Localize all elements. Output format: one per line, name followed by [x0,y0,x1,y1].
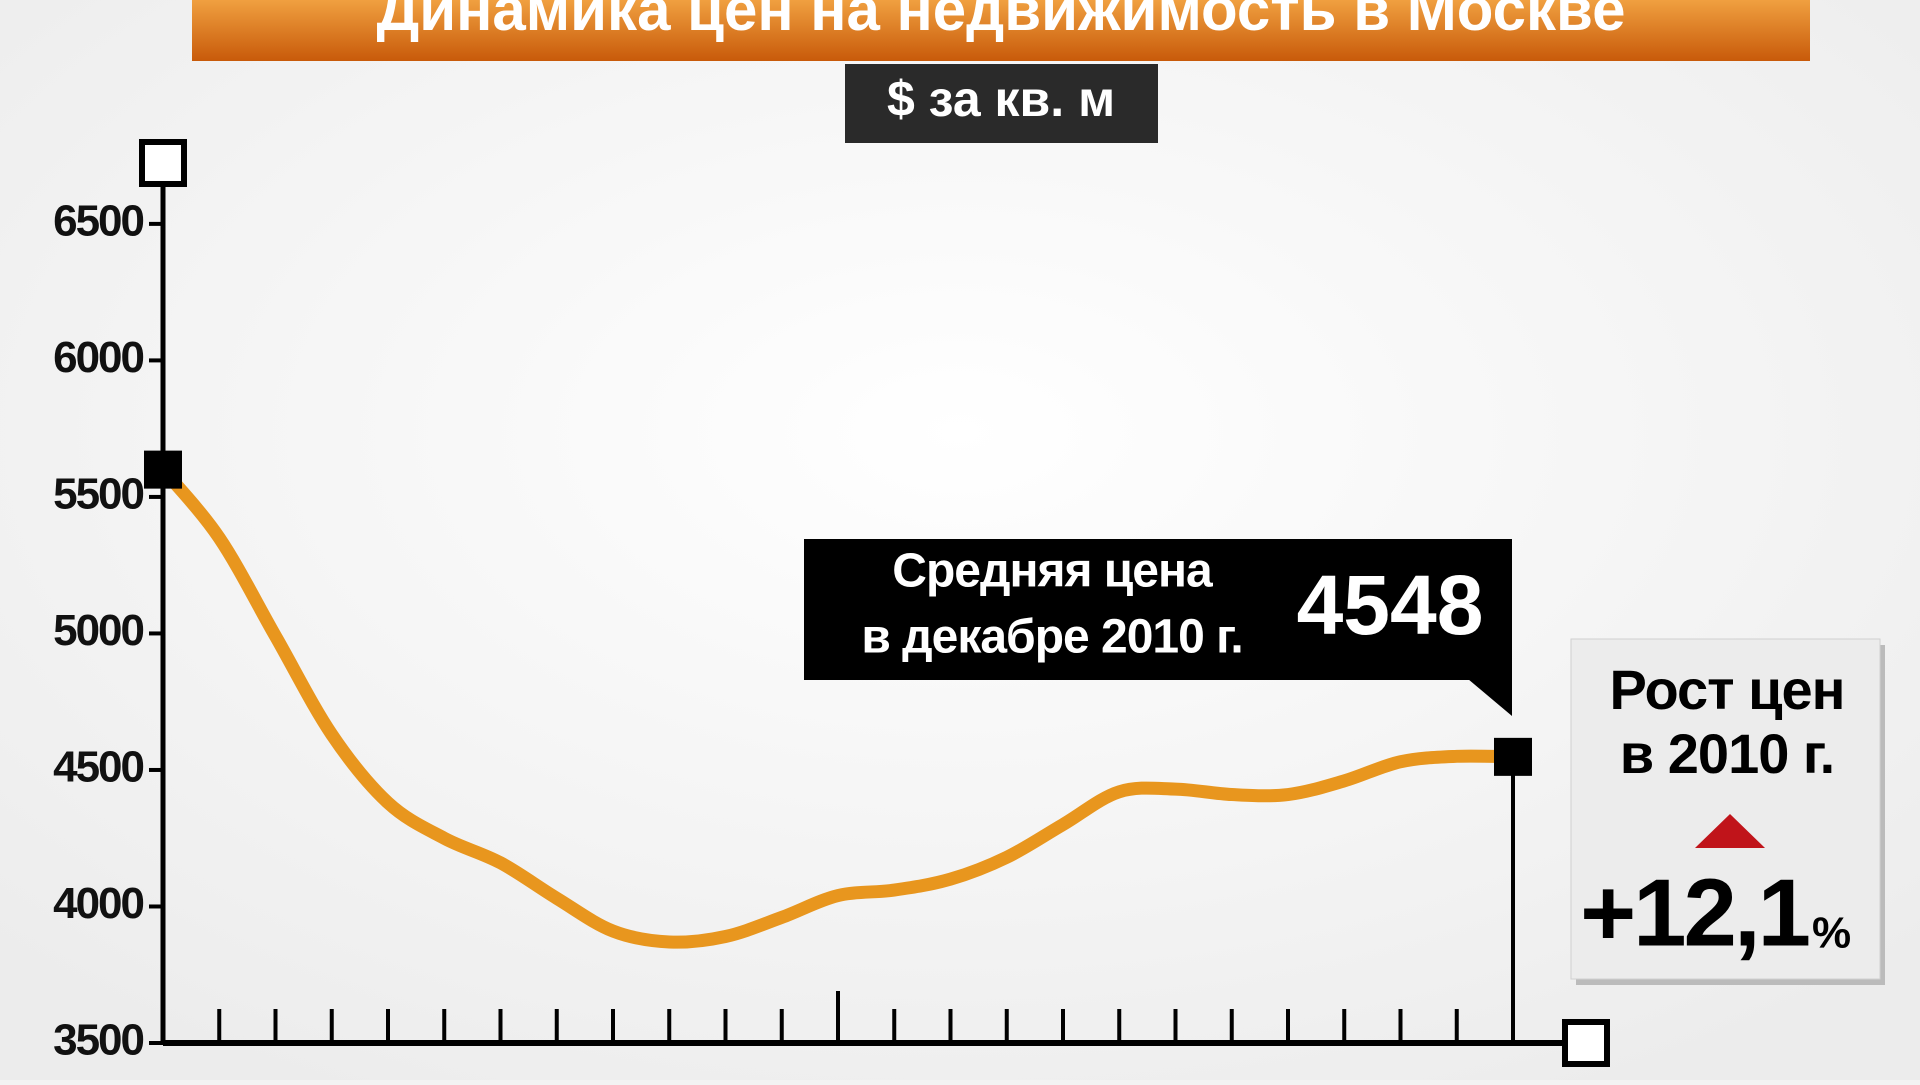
growth-box [1570,638,1881,980]
title-bar [192,0,1810,61]
subtitle-box [845,64,1158,143]
callout-label: в декабре 2010 г. [861,611,1242,664]
axis-end-square [1562,1019,1610,1067]
growth-label: в 2010 г. [1620,722,1834,785]
axis-end-square [139,139,187,187]
y-tick-label: 4500 [53,743,143,792]
up-arrow [1695,814,1765,848]
y-tick-label: 5500 [53,470,143,519]
callout-pointer [1468,679,1512,716]
y-tick-label: 6500 [53,197,143,246]
callout-value: 4548 [1297,558,1484,652]
y-tick-label: 4000 [53,879,143,928]
point-marker [1494,737,1532,776]
price-line [156,463,1520,949]
point-marker [144,450,182,489]
callout-box [804,539,1512,680]
y-tick-label: 3500 [53,1016,143,1065]
y-tick-label: 6000 [53,333,143,382]
chart-subtitle: $ за кв. м [887,71,1115,127]
growth-label: Рост цен [1610,658,1845,721]
chart-title: Динамика цен на недвижимость в Москве [377,0,1626,43]
y-tick-label: 5000 [53,606,143,655]
growth-value: +12,1 [1580,859,1809,966]
growth-unit: % [1812,909,1851,958]
callout-label: Средняя цена [892,545,1213,598]
